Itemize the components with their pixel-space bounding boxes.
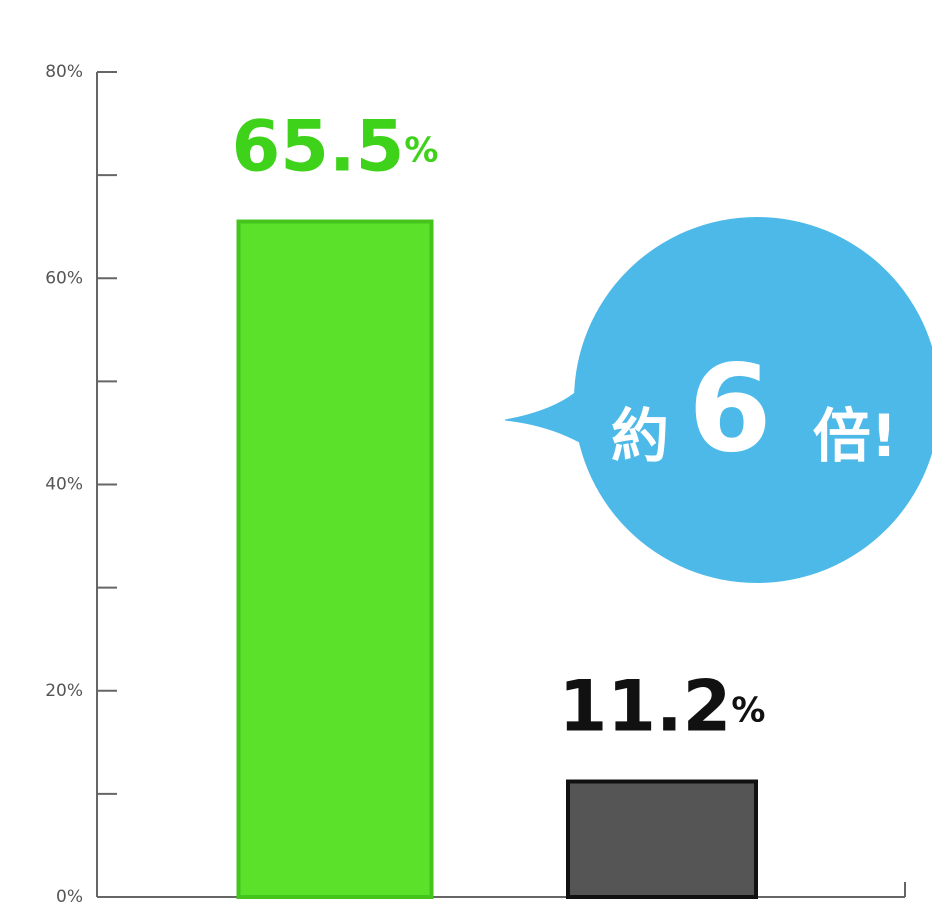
callout-text: 約 xyxy=(611,402,669,470)
y-tick-label: 40% xyxy=(45,475,83,495)
callout-bubble xyxy=(574,217,932,583)
y-tick-label: 0% xyxy=(56,887,83,907)
value-label: 11.2% xyxy=(559,666,766,748)
bar xyxy=(566,779,758,899)
y-tick-label: 20% xyxy=(45,681,83,701)
callout-text: 倍! xyxy=(813,402,897,470)
bar xyxy=(236,219,434,899)
callout-number: 6 xyxy=(688,341,772,480)
y-tick-label: 80% xyxy=(45,62,83,82)
value-label: 65.5% xyxy=(232,106,439,188)
y-tick-label: 60% xyxy=(45,268,83,288)
callout: 約 6 倍! xyxy=(504,217,932,583)
